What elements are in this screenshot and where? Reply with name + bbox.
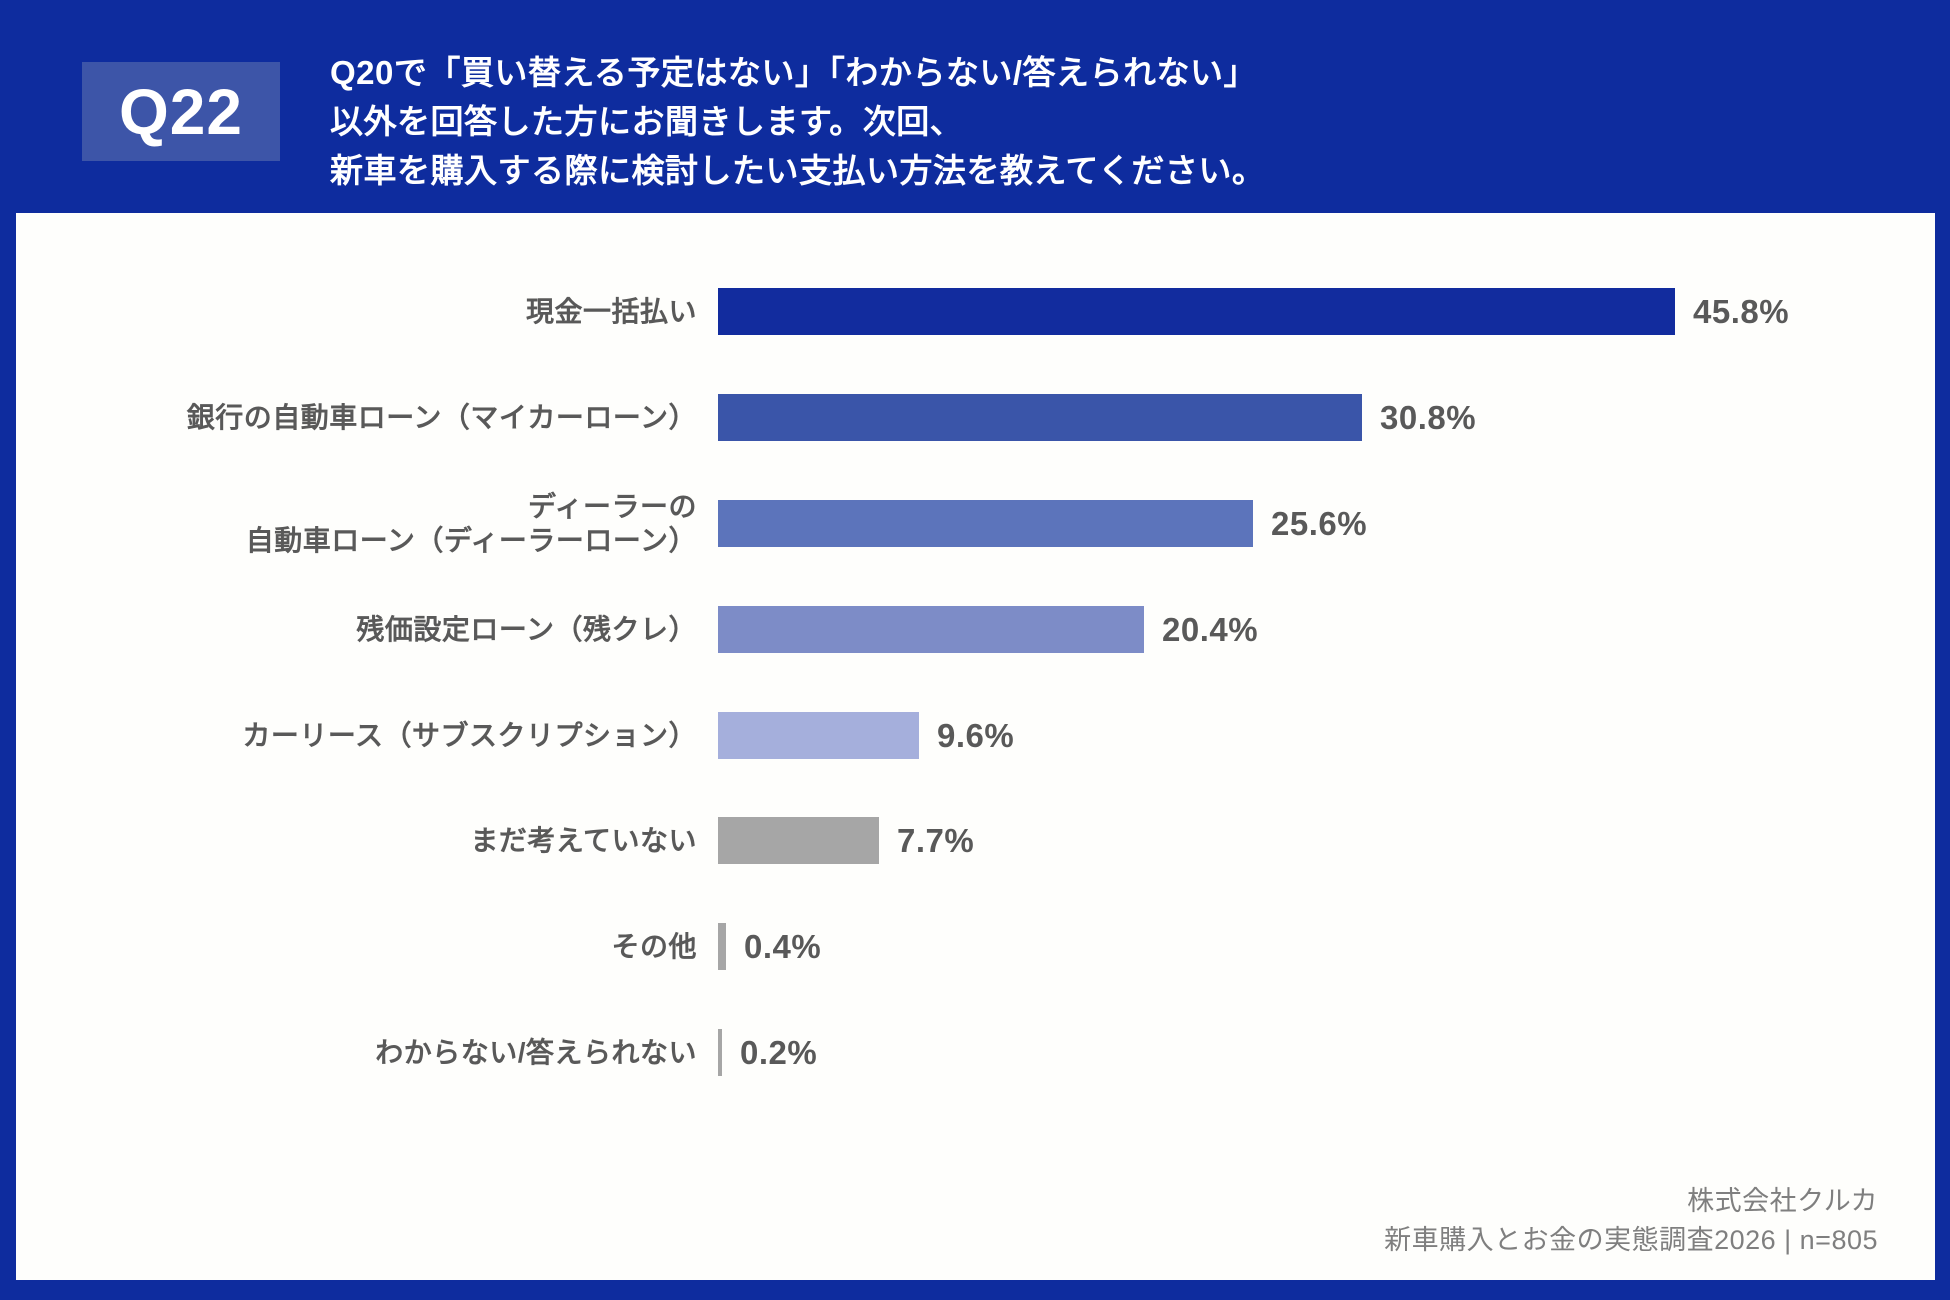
- bar-fill: [718, 288, 1675, 335]
- chart-panel: 現金一括払い 45.8% 銀行の自動車ローン（マイカーローン） 30.8% ディ…: [16, 213, 1935, 1280]
- bar-row-residual-value-loan: 残価設定ローン（残クレ） 20.4%: [16, 606, 1935, 653]
- bar-label: その他: [611, 930, 697, 962]
- bar-label: ディーラーの 自動車ローン（ディーラーローン）: [245, 490, 697, 556]
- bar-label: カーリース（サブスクリプション）: [242, 719, 697, 751]
- bar-value: 7.7%: [897, 821, 975, 859]
- bar-value: 20.4%: [1162, 610, 1259, 648]
- question-number-label: Q22: [119, 75, 243, 148]
- bar-row-cash-lump-sum: 現金一括払い 45.8%: [16, 288, 1935, 335]
- bar-area: 25.6%: [718, 500, 1367, 547]
- bar-area: 45.8%: [718, 288, 1789, 335]
- bar-area: 0.2%: [718, 1029, 817, 1076]
- bar-area: 0.4%: [718, 923, 821, 970]
- bar-label: わからない/答えられない: [375, 1036, 697, 1068]
- bar-label: 現金一括払い: [525, 295, 697, 327]
- bar-fill: [718, 394, 1362, 441]
- question-text: Q20で「買い替える予定はない」「わからない/答えられない」 以外を回答した方に…: [330, 48, 1265, 195]
- bar-row-not-considered-yet: まだ考えていない 7.7%: [16, 817, 1935, 864]
- bar-fill: [718, 606, 1144, 653]
- bar-row-other: その他 0.4%: [16, 923, 1935, 970]
- bar-fill: [718, 817, 879, 864]
- bar-area: 7.7%: [718, 817, 974, 864]
- bar-fill: [718, 712, 919, 759]
- bar-fill: [718, 1029, 722, 1076]
- source-attribution: 株式会社クルカ 新車購入とお金の実態調査2026 | n=805: [1384, 1182, 1878, 1260]
- bar-area: 9.6%: [718, 712, 1014, 759]
- bar-row-dont-know: わからない/答えられない 0.2%: [16, 1029, 1935, 1076]
- bar-value: 25.6%: [1271, 504, 1368, 542]
- bar-row-car-lease: カーリース（サブスクリプション） 9.6%: [16, 712, 1935, 759]
- bar-label: まだ考えていない: [470, 824, 697, 856]
- bar-row-dealer-loan: ディーラーの 自動車ローン（ディーラーローン） 25.6%: [16, 490, 1935, 556]
- bar-label: 銀行の自動車ローン（マイカーローン）: [186, 401, 697, 433]
- bar-value: 9.6%: [937, 716, 1015, 754]
- bar-fill: [718, 500, 1253, 547]
- bar-value: 30.8%: [1380, 398, 1477, 436]
- question-text-line2: 以外を回答した方にお聞きします。次回、: [330, 103, 964, 140]
- question-text-line3: 新車を購入する際に検討したい支払い方法を教えてください。: [330, 152, 1266, 189]
- bar-area: 30.8%: [718, 394, 1476, 441]
- company-name: 株式会社クルカ: [1687, 1186, 1878, 1216]
- bar-value: 0.2%: [740, 1033, 818, 1071]
- bar-area: 20.4%: [718, 606, 1258, 653]
- bar-fill: [718, 923, 726, 970]
- bar-value: 0.4%: [744, 927, 822, 965]
- bar-row-bank-car-loan: 銀行の自動車ローン（マイカーローン） 30.8%: [16, 394, 1935, 441]
- bar-label: 残価設定ローン（残クレ）: [356, 613, 697, 645]
- survey-source: 新車購入とお金の実態調査2026 | n=805: [1384, 1225, 1878, 1255]
- question-text-line1: Q20で「買い替える予定はない」「わからない/答えられない」: [330, 54, 1258, 91]
- bar-value: 45.8%: [1693, 292, 1790, 330]
- question-number-badge: Q22: [82, 62, 280, 161]
